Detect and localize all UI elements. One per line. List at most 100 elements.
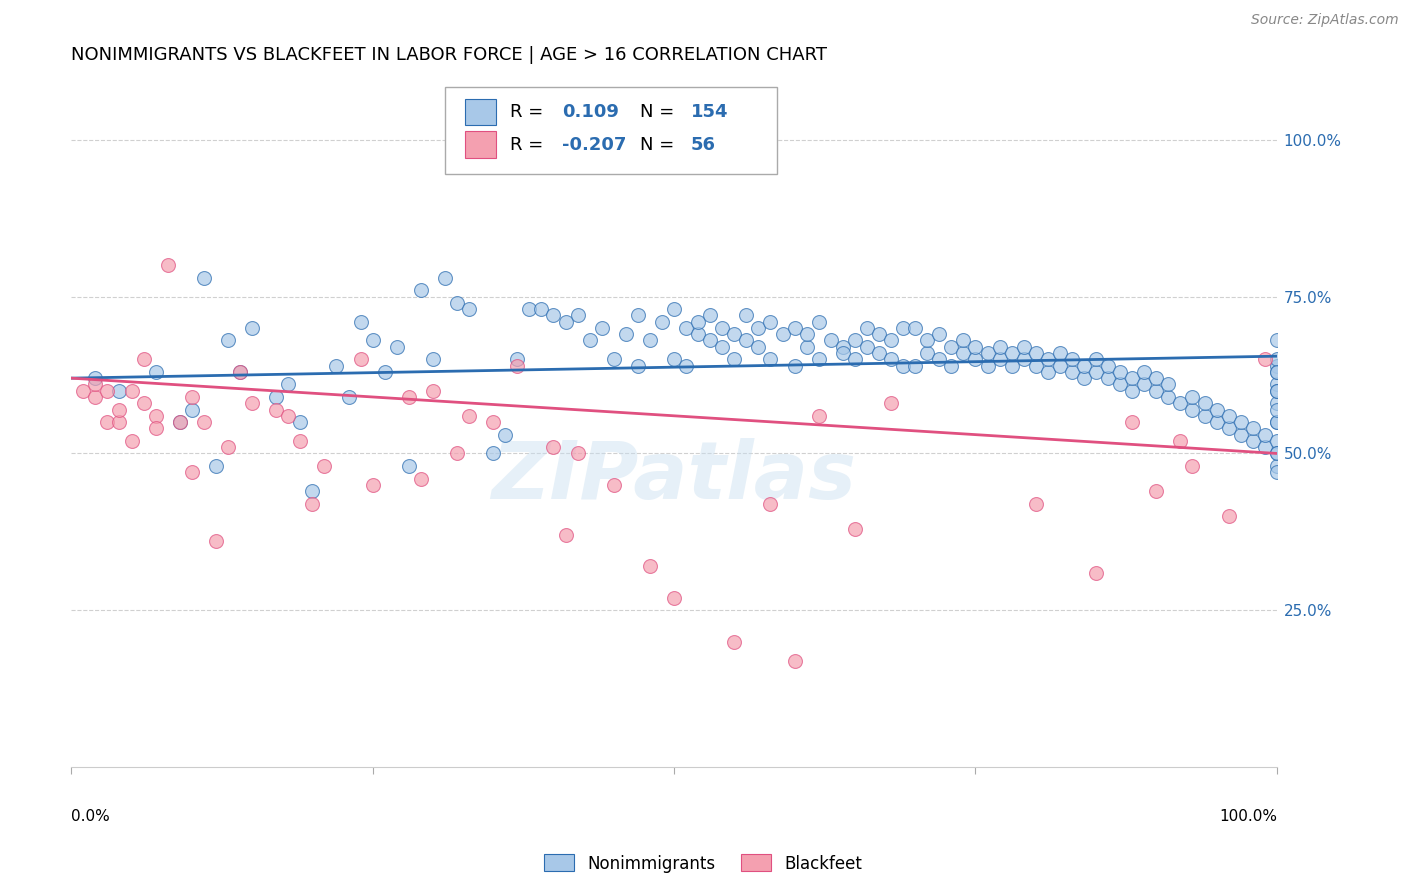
Point (688, 315, 710, 329)
Point (1265, 352, 1288, 367)
Point (1097, 371, 1119, 385)
Point (314, 458, 336, 473)
Point (711, 340, 734, 354)
Point (301, 497, 323, 511)
Point (1060, 365, 1083, 379)
Point (1025, 346, 1047, 360)
Point (409, 472, 432, 486)
Point (844, 352, 866, 367)
Point (229, 365, 252, 379)
Point (229, 365, 252, 379)
Text: N =: N = (640, 103, 675, 121)
Point (205, 458, 228, 473)
Point (1073, 359, 1095, 373)
Point (1144, 484, 1167, 499)
Point (145, 409, 167, 423)
Point (627, 359, 650, 373)
Point (554, 528, 576, 542)
Point (807, 409, 830, 423)
Point (891, 321, 914, 335)
Point (988, 340, 1011, 354)
Point (108, 415, 131, 429)
Point (1012, 352, 1035, 367)
Point (711, 321, 734, 335)
Point (1241, 434, 1264, 448)
Point (928, 327, 950, 342)
Point (578, 334, 600, 348)
Text: 154: 154 (690, 103, 728, 121)
Text: N =: N = (640, 136, 675, 153)
Point (349, 315, 371, 329)
Point (458, 302, 481, 317)
Point (1144, 371, 1167, 385)
Point (494, 427, 516, 442)
Point (530, 302, 553, 317)
Point (482, 415, 505, 429)
Point (844, 334, 866, 348)
Text: R =: R = (510, 136, 543, 153)
Point (1265, 384, 1288, 398)
Bar (465, 99, 495, 125)
Point (976, 359, 998, 373)
Point (374, 365, 396, 379)
Point (1170, 434, 1192, 448)
Point (638, 334, 661, 348)
Point (1194, 396, 1216, 410)
Point (205, 534, 228, 549)
Point (675, 321, 697, 335)
Point (1265, 446, 1288, 460)
Point (1049, 346, 1071, 360)
Point (1181, 402, 1204, 417)
Point (108, 402, 131, 417)
Point (1265, 402, 1288, 417)
Point (264, 402, 287, 417)
Text: -0.207: -0.207 (562, 136, 626, 153)
Point (84, 377, 107, 392)
Point (904, 359, 927, 373)
Point (662, 302, 685, 317)
Point (349, 352, 371, 367)
Point (783, 654, 806, 668)
Point (603, 478, 626, 492)
Point (796, 327, 818, 342)
Point (398, 458, 420, 473)
Point (1109, 377, 1132, 392)
Point (747, 340, 769, 354)
Point (1049, 359, 1071, 373)
Point (1012, 340, 1035, 354)
Point (180, 465, 202, 479)
Point (458, 409, 481, 423)
Point (1194, 409, 1216, 423)
Point (928, 352, 950, 367)
Point (976, 346, 998, 360)
Point (108, 384, 131, 398)
Point (193, 270, 215, 285)
Point (699, 309, 721, 323)
Point (519, 302, 541, 317)
Point (844, 522, 866, 536)
Text: NONIMMIGRANTS VS BLACKFEET IN LABOR FORCE | AGE > 16 CORRELATION CHART: NONIMMIGRANTS VS BLACKFEET IN LABOR FORC… (72, 46, 827, 64)
Point (1265, 384, 1288, 398)
Point (1109, 365, 1132, 379)
Point (1205, 402, 1227, 417)
Text: 0.109: 0.109 (562, 103, 619, 121)
Point (325, 359, 347, 373)
Point (952, 334, 974, 348)
Point (1085, 352, 1108, 367)
Point (868, 327, 890, 342)
Point (132, 396, 155, 410)
Point (591, 321, 613, 335)
Point (180, 402, 202, 417)
Point (506, 359, 529, 373)
Text: Source: ZipAtlas.com: Source: ZipAtlas.com (1251, 13, 1399, 28)
Point (904, 321, 927, 335)
Bar (465, 131, 495, 158)
Point (277, 409, 299, 423)
Point (1036, 365, 1059, 379)
Point (915, 346, 938, 360)
Point (699, 334, 721, 348)
Point (1157, 377, 1180, 392)
Point (880, 352, 903, 367)
Point (145, 421, 167, 435)
Point (796, 340, 818, 354)
